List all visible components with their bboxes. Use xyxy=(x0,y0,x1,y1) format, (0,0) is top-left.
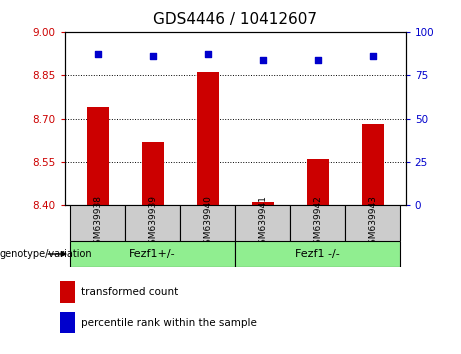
Point xyxy=(149,53,156,59)
Text: GSM639940: GSM639940 xyxy=(203,195,212,250)
Text: GSM639943: GSM639943 xyxy=(368,195,377,250)
Text: GSM639942: GSM639942 xyxy=(313,195,322,250)
Bar xyxy=(235,205,290,241)
Bar xyxy=(362,124,384,205)
Point xyxy=(259,57,266,62)
Bar xyxy=(70,205,125,241)
Bar xyxy=(60,312,75,333)
Point xyxy=(314,57,321,62)
Bar xyxy=(235,241,400,267)
Bar xyxy=(196,72,219,205)
Point xyxy=(94,52,101,57)
Bar xyxy=(125,205,180,241)
Bar xyxy=(345,205,400,241)
Text: transformed count: transformed count xyxy=(81,287,178,297)
Bar xyxy=(180,205,235,241)
Bar xyxy=(290,205,345,241)
Text: GSM639939: GSM639939 xyxy=(148,195,157,250)
Text: Fezf1 -/-: Fezf1 -/- xyxy=(295,249,340,259)
Text: Fezf1+/-: Fezf1+/- xyxy=(129,249,176,259)
Point xyxy=(369,53,376,59)
Title: GDS4446 / 10412607: GDS4446 / 10412607 xyxy=(153,12,317,27)
Text: GSM639938: GSM639938 xyxy=(93,195,102,250)
Bar xyxy=(142,142,164,205)
Point xyxy=(204,52,211,57)
Text: genotype/variation: genotype/variation xyxy=(0,249,93,259)
Bar xyxy=(60,281,75,303)
Bar xyxy=(70,241,235,267)
Bar xyxy=(252,202,274,205)
Bar xyxy=(87,107,108,205)
Text: percentile rank within the sample: percentile rank within the sample xyxy=(81,318,257,327)
Text: GSM639941: GSM639941 xyxy=(258,195,267,250)
Bar xyxy=(307,159,329,205)
